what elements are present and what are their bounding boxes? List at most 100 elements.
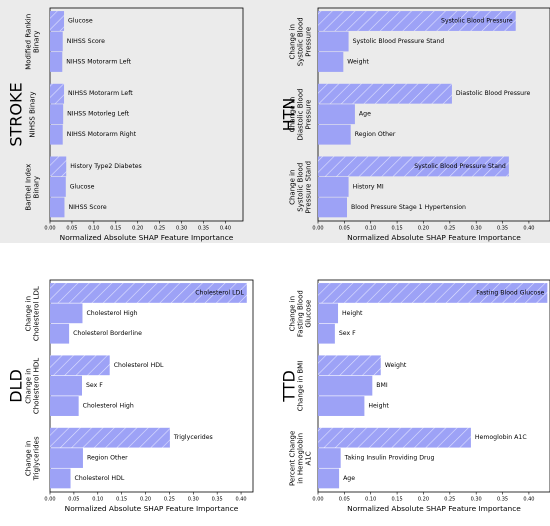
x-tick-label: 0.40 bbox=[523, 226, 534, 232]
x-tick-label: 0.25 bbox=[164, 497, 175, 503]
bar bbox=[318, 83, 452, 104]
bar bbox=[318, 468, 340, 489]
bar-label: Cholesterol HDL bbox=[114, 362, 164, 369]
bar-label: Diastolic Blood Pressure bbox=[456, 90, 531, 97]
x-tick-label: 0.15 bbox=[392, 226, 403, 232]
x-tick-label: 0.05 bbox=[66, 226, 77, 232]
group-label: Change in BMI bbox=[297, 361, 305, 412]
bar bbox=[50, 355, 110, 376]
bar bbox=[318, 104, 355, 125]
group-label: Change inSystolic BloodPressure bbox=[289, 17, 313, 66]
panel-title: STROKE bbox=[7, 82, 26, 146]
bar-label: Height bbox=[342, 310, 363, 317]
bar-label: Fasting Blood Glucose bbox=[476, 289, 544, 296]
x-axis-label: Normalized Absolute SHAP Feature Importa… bbox=[347, 504, 521, 513]
x-tick-label: 0.30 bbox=[471, 497, 482, 503]
x-axis-label: Normalized Absolute SHAP Feature Importa… bbox=[65, 504, 239, 513]
group-label: Change inCholesterol LDL bbox=[25, 286, 41, 341]
bar bbox=[50, 303, 83, 324]
x-tick-label: 0.30 bbox=[471, 226, 482, 232]
group-label: Change inTriglycerides bbox=[25, 436, 41, 481]
bar bbox=[318, 323, 335, 344]
x-tick-label: 0.10 bbox=[365, 497, 376, 503]
bar-label: Height bbox=[368, 403, 389, 410]
chart-svg: HTN Systolic Blood Pressure Systolic Blood… bbox=[280, 7, 550, 242]
x-tick-label: 0.20 bbox=[418, 497, 429, 503]
bar-label: History Type2 Diabetes bbox=[70, 163, 142, 170]
bar-label: NIHSS Score bbox=[68, 204, 106, 211]
bar bbox=[318, 283, 548, 303]
chart-svg: TTD Fasting Blood Glucose Height Sex F Chang… bbox=[280, 279, 550, 513]
bar-label: Hemoglobin A1C bbox=[475, 434, 527, 441]
chart-svg: STROKE Glucose NIHSS Score NIHSS Motorarm L… bbox=[7, 7, 244, 242]
bar-label: Systolic Blood Pressure Stand bbox=[353, 38, 445, 45]
x-tick-label: 0.20 bbox=[418, 226, 429, 232]
x-tick-label: 0.20 bbox=[140, 497, 151, 503]
bar-label: Triglycerides bbox=[173, 434, 213, 441]
bar-label: Cholesterol Borderline bbox=[73, 330, 142, 337]
chart-panel-ttd: TTD Fasting Blood Glucose Height Sex F Chang… bbox=[275, 270, 550, 526]
group-label: Change inCholesterol HDL bbox=[25, 358, 41, 414]
x-tick-label: 0.15 bbox=[116, 497, 127, 503]
x-tick-label: 0.25 bbox=[444, 497, 455, 503]
bar bbox=[50, 124, 63, 145]
group-label: NIHSS Binary bbox=[29, 91, 37, 137]
bar-label: NIHSS Motorarm Right bbox=[67, 131, 137, 138]
bar bbox=[50, 283, 247, 303]
bar bbox=[318, 197, 347, 218]
bar bbox=[50, 323, 70, 344]
bar bbox=[318, 156, 509, 177]
x-tick-label: 0.10 bbox=[92, 497, 103, 503]
x-tick-label: 0.00 bbox=[44, 497, 55, 503]
group-label: Change inDiastolic BloodPressure bbox=[289, 88, 313, 140]
bar-label: Region Other bbox=[355, 131, 396, 138]
x-tick-label: 0.30 bbox=[176, 226, 187, 232]
bar bbox=[50, 396, 79, 416]
group-label: Change inFasting BloodGlucose bbox=[289, 290, 313, 337]
bar-label: Cholesterol High bbox=[86, 310, 137, 317]
bar bbox=[50, 468, 71, 489]
top-row-background bbox=[0, 0, 550, 243]
group-label: Percent Changein HemoglobinA1C bbox=[289, 431, 313, 486]
bar bbox=[50, 448, 83, 468]
bar bbox=[50, 31, 63, 52]
bar-label: NIHSS Motorleg Left bbox=[67, 111, 129, 118]
group-label: Barthel IndexBinary bbox=[25, 164, 41, 211]
x-tick-label: 0.00 bbox=[312, 497, 323, 503]
bar-label: NIHSS Motorarm Left bbox=[68, 90, 133, 97]
chart-panel-htn: HTN Systolic Blood Pressure Systolic Blood… bbox=[275, 0, 550, 255]
bar bbox=[318, 396, 365, 416]
bar-label: Sex F bbox=[86, 382, 103, 389]
bar-label: Glucose bbox=[70, 183, 95, 190]
bar-label: Weight bbox=[347, 58, 369, 65]
bar bbox=[50, 52, 63, 72]
x-tick-label: 0.10 bbox=[88, 226, 99, 232]
x-tick-label: 0.25 bbox=[444, 226, 455, 232]
bar bbox=[318, 124, 351, 145]
bar-label: Glucose bbox=[68, 18, 93, 25]
x-tick-label: 0.15 bbox=[392, 497, 403, 503]
x-tick-label: 0.35 bbox=[212, 497, 223, 503]
x-tick-label: 0.00 bbox=[312, 226, 323, 232]
x-tick-label: 0.05 bbox=[339, 497, 350, 503]
bar-label: Age bbox=[343, 475, 355, 482]
chart-panel-dld: DLD Cholesterol LDL Cholesterol High Choles… bbox=[0, 270, 257, 526]
bar bbox=[318, 176, 349, 197]
panel-title: TTD bbox=[280, 370, 299, 403]
bar bbox=[318, 31, 349, 52]
bar bbox=[50, 375, 83, 396]
bar-label: Sex F bbox=[339, 330, 356, 337]
bar bbox=[318, 52, 344, 72]
x-tick-label: 0.20 bbox=[132, 226, 143, 232]
bar bbox=[318, 355, 381, 376]
bar-label: Taking Insulin Providing Drug bbox=[344, 455, 435, 462]
bar bbox=[318, 375, 373, 396]
bar-label: Cholesterol HDL bbox=[75, 475, 125, 482]
panel-title: HTN bbox=[280, 98, 299, 132]
bar bbox=[318, 448, 341, 468]
x-axis-label: Normalized Absolute SHAP Feature Importa… bbox=[60, 233, 234, 242]
bar-label: History MI bbox=[353, 183, 384, 190]
x-tick-label: 0.25 bbox=[154, 226, 165, 232]
bar-label: Region Other bbox=[87, 455, 128, 462]
bar-label: Blood Pressure Stage 1 Hypertension bbox=[351, 204, 466, 211]
